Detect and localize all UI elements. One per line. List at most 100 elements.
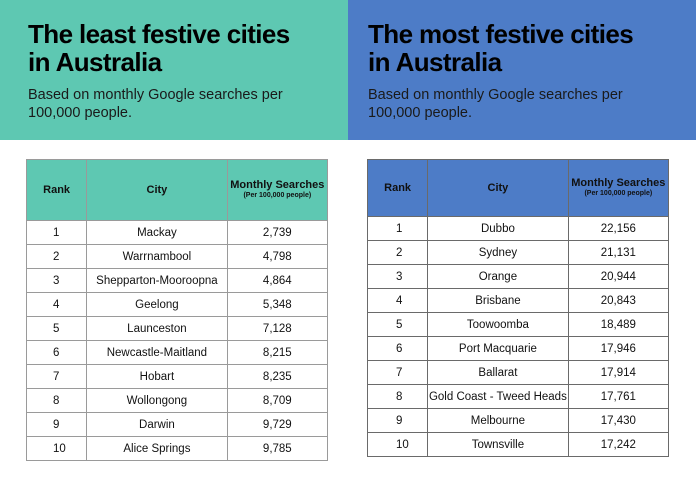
searches-cell: 17,946 [567, 336, 670, 361]
table-row: 1 Dubbo 22,156 [366, 216, 670, 241]
rank-cell: 2 [25, 244, 88, 269]
rank-column-header: Rank [366, 159, 429, 217]
table-row: 7 Ballarat 17,914 [366, 360, 670, 385]
searches-cell: 4,798 [226, 244, 329, 269]
table-row: 2 Sydney 21,131 [366, 240, 670, 265]
table-row: 3 Orange 20,944 [366, 264, 670, 289]
searches-cell: 17,761 [567, 384, 670, 409]
searches-column-header: Monthly Searches (Per 100,000 people) [226, 159, 329, 221]
most-festive-subtitle: Based on monthly Google searches per 100… [368, 87, 623, 121]
table-row: 8 Gold Coast - Tweed Heads 17,761 [366, 384, 670, 409]
city-cell: Mackay [86, 220, 228, 245]
city-cell: Launceston [86, 316, 228, 341]
searches-cell: 8,709 [226, 388, 329, 413]
city-cell: Gold Coast - Tweed Heads [427, 384, 569, 409]
city-cell: Dubbo [427, 216, 569, 241]
city-cell: Alice Springs [86, 436, 228, 461]
most-festive-title: The most festive cities in Australia [368, 19, 634, 77]
rank-cell: 10 [366, 432, 429, 457]
least-festive-title: The least festive cities in Australia [28, 19, 290, 77]
rank-cell: 1 [366, 216, 429, 241]
searches-header-note: (Per 100,000 people) [584, 190, 653, 197]
searches-cell: 4,864 [226, 268, 329, 293]
searches-header-label: Monthly Searches [571, 177, 666, 189]
city-cell: Port Macquarie [427, 336, 569, 361]
city-cell: Townsville [427, 432, 569, 457]
rank-column-header: Rank [25, 159, 88, 221]
least-festive-subtitle: Based on monthly Google searches per 100… [28, 87, 283, 121]
city-cell: Darwin [86, 412, 228, 437]
rank-cell: 6 [25, 340, 88, 365]
searches-cell: 7,128 [226, 316, 329, 341]
searches-cell: 8,235 [226, 364, 329, 389]
table-header-row: Rank City Monthly Searches (Per 100,000 … [366, 159, 670, 217]
searches-cell: 2,739 [226, 220, 329, 245]
city-column-header: City [427, 159, 569, 217]
least-festive-banner: The least festive cities in Australia Ba… [0, 0, 348, 140]
rank-cell: 8 [25, 388, 88, 413]
table-row: 3 Shepparton-Mooroopna 4,864 [25, 268, 329, 293]
table-row: 1 Mackay 2,739 [25, 220, 329, 245]
city-cell: Warrnambool [86, 244, 228, 269]
most-festive-banner: The most festive cities in Australia Bas… [348, 0, 696, 140]
city-cell: Melbourne [427, 408, 569, 433]
searches-cell: 22,156 [567, 216, 670, 241]
table-row: 9 Darwin 9,729 [25, 412, 329, 437]
rank-cell: 1 [25, 220, 88, 245]
rank-cell: 10 [25, 436, 88, 461]
searches-header-note: (Per 100,000 people) [243, 192, 312, 199]
table-row: 10 Townsville 17,242 [366, 432, 670, 457]
table-row: 8 Wollongong 8,709 [25, 388, 329, 413]
searches-cell: 9,785 [226, 436, 329, 461]
searches-cell: 17,242 [567, 432, 670, 457]
city-cell: Hobart [86, 364, 228, 389]
searches-cell: 17,914 [567, 360, 670, 385]
searches-cell: 5,348 [226, 292, 329, 317]
searches-column-header: Monthly Searches (Per 100,000 people) [567, 159, 670, 217]
table-row: 7 Hobart 8,235 [25, 364, 329, 389]
searches-cell: 18,489 [567, 312, 670, 337]
rank-cell: 5 [366, 312, 429, 337]
table-row: 5 Launceston 7,128 [25, 316, 329, 341]
city-cell: Wollongong [86, 388, 228, 413]
rank-cell: 9 [366, 408, 429, 433]
rank-cell: 7 [366, 360, 429, 385]
table-row: 4 Geelong 5,348 [25, 292, 329, 317]
rank-cell: 3 [366, 264, 429, 289]
city-cell: Brisbane [427, 288, 569, 313]
table-row: 6 Newcastle-Maitland 8,215 [25, 340, 329, 365]
table-row: 2 Warrnambool 4,798 [25, 244, 329, 269]
most-festive-table: Rank City Monthly Searches (Per 100,000 … [366, 159, 670, 457]
rank-cell: 7 [25, 364, 88, 389]
city-cell: Orange [427, 264, 569, 289]
searches-cell: 20,944 [567, 264, 670, 289]
rank-cell: 9 [25, 412, 88, 437]
searches-cell: 17,430 [567, 408, 670, 433]
city-cell: Newcastle-Maitland [86, 340, 228, 365]
rank-cell: 6 [366, 336, 429, 361]
city-cell: Sydney [427, 240, 569, 265]
rank-cell: 8 [366, 384, 429, 409]
rank-cell: 3 [25, 268, 88, 293]
table-row: 5 Toowoomba 18,489 [366, 312, 670, 337]
table-row: 4 Brisbane 20,843 [366, 288, 670, 313]
least-festive-table: Rank City Monthly Searches (Per 100,000 … [25, 159, 329, 461]
searches-cell: 20,843 [567, 288, 670, 313]
rank-cell: 5 [25, 316, 88, 341]
city-cell: Ballarat [427, 360, 569, 385]
searches-cell: 9,729 [226, 412, 329, 437]
rank-cell: 2 [366, 240, 429, 265]
searches-cell: 8,215 [226, 340, 329, 365]
table-row: 6 Port Macquarie 17,946 [366, 336, 670, 361]
searches-header-label: Monthly Searches [230, 179, 325, 191]
searches-cell: 21,131 [567, 240, 670, 265]
table-header-row: Rank City Monthly Searches (Per 100,000 … [25, 159, 329, 221]
rank-cell: 4 [366, 288, 429, 313]
city-cell: Shepparton-Mooroopna [86, 268, 228, 293]
city-column-header: City [86, 159, 228, 221]
city-cell: Toowoomba [427, 312, 569, 337]
table-row: 9 Melbourne 17,430 [366, 408, 670, 433]
city-cell: Geelong [86, 292, 228, 317]
rank-cell: 4 [25, 292, 88, 317]
table-row: 10 Alice Springs 9,785 [25, 436, 329, 461]
